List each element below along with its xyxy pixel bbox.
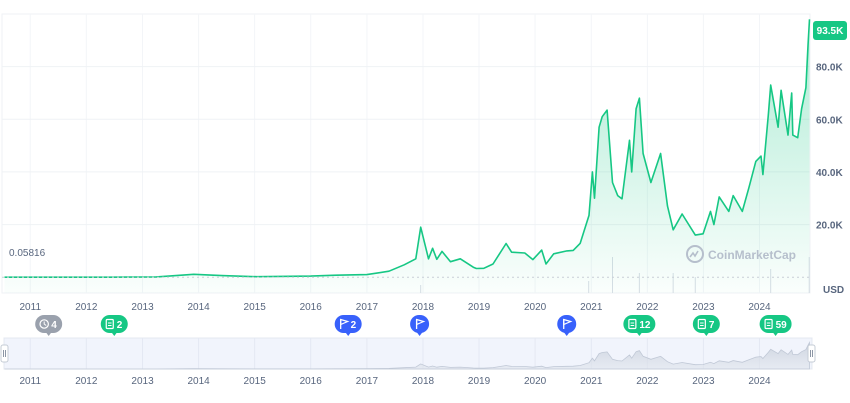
history-icon <box>39 319 49 329</box>
navigator-year-label: 2015 <box>244 376 267 387</box>
navigator-year-label: 2013 <box>131 376 154 387</box>
year-label: 2024 <box>748 302 771 313</box>
flag-icon <box>563 318 573 329</box>
navigator-year-label: 2022 <box>636 376 659 387</box>
year-label: 2012 <box>75 302 98 313</box>
event-marker-doc[interactable]: 59 <box>759 315 792 336</box>
navigator-year-label: 2014 <box>187 376 210 387</box>
navigator-year-label: 2021 <box>580 376 603 387</box>
current-price-badge: 93.5K <box>813 21 847 40</box>
event-count-label: 59 <box>776 320 788 331</box>
flag-icon <box>340 318 350 329</box>
year-label: 2019 <box>468 302 491 313</box>
range-navigator[interactable] <box>0 337 816 370</box>
navigator-left-handle[interactable] <box>0 344 9 363</box>
start-price-label: 0.05816 <box>9 248 46 259</box>
navigator-year-label: 2016 <box>300 376 323 387</box>
year-label: 2023 <box>692 302 715 313</box>
y-axis-ticks: 20.0K 40.0K 60.0K 80.0K <box>816 63 843 232</box>
navigator-year-label: 2023 <box>692 376 715 387</box>
event-count-label: 4 <box>51 320 57 331</box>
event-count-label: 12 <box>639 320 651 331</box>
y-tick-label: 20.0K <box>816 221 843 232</box>
x-axis-year-labels: 2011 2012 2013 2014 2015 2016 2017 2018 2019 2020… <box>20 302 772 313</box>
coinmarketcap-watermark: CoinMarketCap <box>686 245 796 263</box>
navigator-year-label: 2011 <box>20 376 42 387</box>
event-count-label: 2 <box>117 320 123 331</box>
price-line[interactable] <box>4 19 811 278</box>
document-icon <box>764 318 773 330</box>
coinmarketcap-logo-icon <box>686 245 704 263</box>
navigator-year-label: 2012 <box>75 376 98 387</box>
event-marker-flag[interactable] <box>557 315 577 336</box>
y-tick-label: 40.0K <box>816 168 843 179</box>
year-label: 2014 <box>187 302 210 313</box>
current-price-label: 93.5K <box>817 26 844 37</box>
navigator-year-label: 2019 <box>468 376 491 387</box>
flag-icon <box>415 318 426 329</box>
horizontal-gridlines <box>2 66 810 226</box>
navigator-right-handle[interactable] <box>807 344 816 363</box>
price-area-fill <box>4 19 810 294</box>
event-marker-flag[interactable]: 2 <box>334 315 362 336</box>
vertical-gridlines <box>29 14 760 293</box>
year-label: 2016 <box>300 302 323 313</box>
event-count-label: 2 <box>351 320 357 331</box>
navigator-mini-chart <box>4 340 810 370</box>
y-tick-label: 60.0K <box>816 115 843 126</box>
currency-label: USD <box>823 285 844 296</box>
event-marker-flag[interactable] <box>410 315 430 336</box>
year-label: 2018 <box>412 302 435 313</box>
year-label: 2011 <box>20 302 42 313</box>
year-label: 2020 <box>524 302 547 313</box>
document-icon <box>697 318 706 330</box>
event-marker-doc[interactable]: 7 <box>692 315 720 336</box>
year-label: 2015 <box>244 302 267 313</box>
navigator-year-label: 2024 <box>748 376 771 387</box>
document-icon <box>105 318 114 330</box>
year-label: 2021 <box>580 302 603 313</box>
navigator-year-label: 2020 <box>524 376 547 387</box>
year-label: 2017 <box>356 302 379 313</box>
y-tick-label: 80.0K <box>816 63 843 74</box>
year-label: 2013 <box>131 302 154 313</box>
event-marker-history[interactable]: 4 <box>35 315 63 336</box>
navigator-year-label: 2018 <box>412 376 435 387</box>
watermark-text: CoinMarketCap <box>708 248 796 262</box>
event-marker-doc[interactable]: 2 <box>100 315 128 336</box>
event-marker-doc[interactable]: 12 <box>623 315 656 336</box>
event-count-label: 7 <box>709 320 715 331</box>
document-icon <box>628 318 637 330</box>
year-label: 2022 <box>636 302 659 313</box>
event-markers[interactable]: 4 2 2 12 7 59 <box>35 315 792 336</box>
navigator-year-labels: 2011 2012 2013 2014 2015 2016 2017 2018 2019 2020… <box>20 376 772 387</box>
navigator-year-label: 2017 <box>356 376 379 387</box>
